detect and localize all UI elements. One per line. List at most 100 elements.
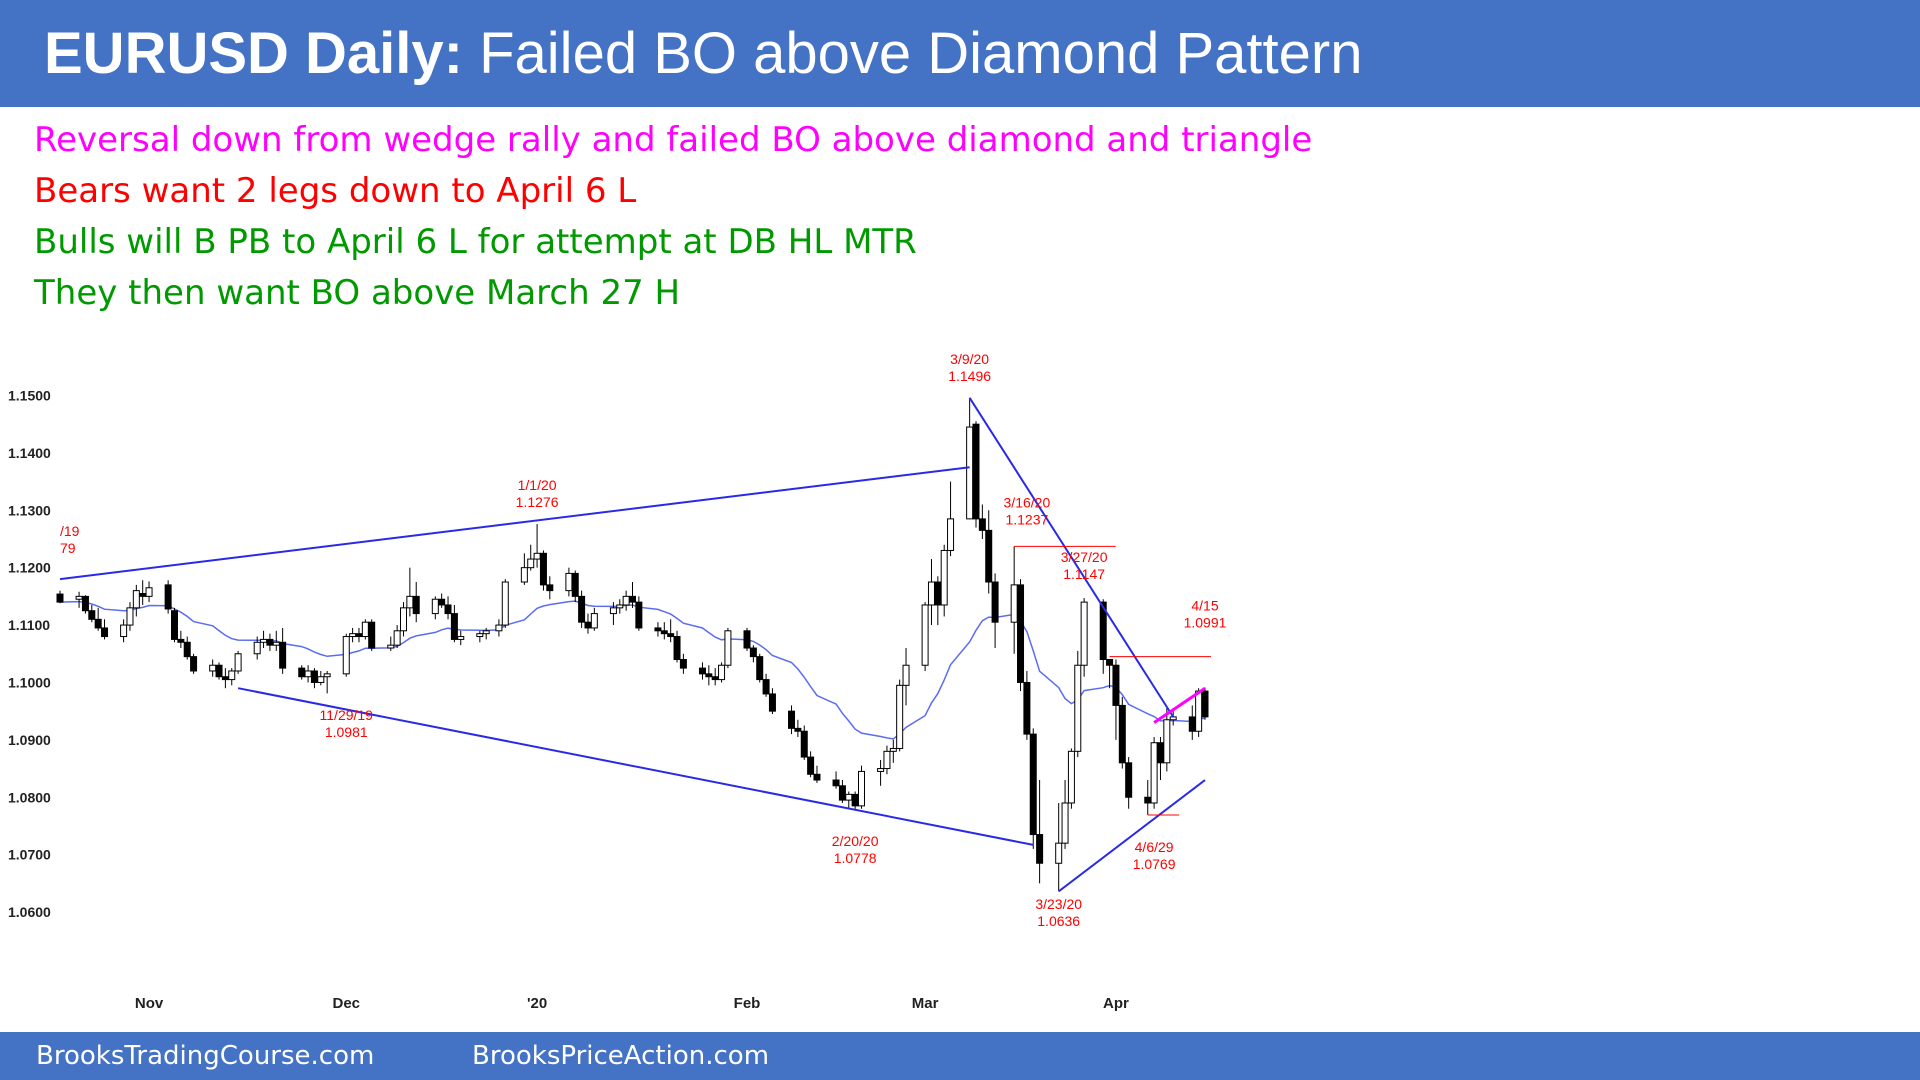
candle-body — [947, 518, 955, 551]
lower-diamond-line — [237, 687, 1034, 846]
candle — [889, 739, 897, 763]
candle-body — [756, 656, 764, 681]
brooks-trading-course-link[interactable]: BrooksTradingCourse.com — [36, 1041, 375, 1071]
candle-body — [215, 664, 223, 678]
y-tick-label: 1.0800 — [8, 789, 51, 805]
candle-body — [88, 610, 96, 620]
candle — [539, 550, 547, 591]
candle — [1106, 659, 1114, 689]
candle-body — [660, 630, 668, 635]
candle-body — [788, 710, 796, 729]
candle — [361, 619, 369, 640]
candle — [234, 650, 242, 674]
candle-body — [1080, 601, 1088, 666]
candle — [457, 630, 465, 646]
candle-body — [749, 647, 757, 658]
candle — [183, 636, 191, 660]
nov-29-label: 11/29/19 — [320, 707, 374, 723]
brooks-price-action-link[interactable]: BrooksPriceAction.com — [472, 1041, 770, 1071]
candle — [851, 791, 859, 810]
candle — [660, 622, 668, 640]
candle — [762, 673, 770, 697]
candle-body — [667, 633, 675, 638]
candle — [171, 607, 178, 643]
candle-body — [527, 558, 535, 569]
candle — [75, 591, 83, 608]
candle-body — [584, 621, 592, 629]
candle — [940, 544, 948, 617]
candle — [1023, 670, 1031, 740]
candle — [209, 659, 217, 677]
candle-body — [1118, 704, 1126, 764]
candle — [406, 567, 414, 617]
candle — [832, 771, 840, 789]
candle-body — [1061, 802, 1069, 844]
candle-body — [310, 670, 318, 683]
candle — [800, 725, 808, 760]
candle-body — [1150, 742, 1158, 804]
x-tick-label: Mar — [912, 995, 939, 1012]
candle-body — [501, 581, 509, 626]
candle-body — [1067, 750, 1075, 804]
candle — [56, 590, 64, 604]
candle — [1118, 696, 1126, 769]
candle — [412, 582, 420, 623]
candle-body — [1169, 716, 1177, 721]
candle — [1029, 728, 1037, 849]
candle-body — [985, 529, 993, 583]
candle-body — [832, 779, 840, 787]
candle — [323, 670, 331, 694]
candle — [921, 602, 929, 671]
candle-body — [622, 595, 630, 606]
candle — [1150, 736, 1158, 809]
candle — [788, 705, 796, 735]
candle — [501, 579, 509, 628]
candle-body — [590, 613, 598, 629]
candle-body — [279, 641, 287, 669]
mar-16-label: 3/16/20 — [1004, 494, 1051, 510]
candle — [883, 745, 891, 775]
candle-body — [940, 549, 948, 606]
candle — [749, 645, 757, 663]
bull-trendline — [1058, 779, 1206, 893]
candle — [991, 573, 999, 649]
x-axis: Nov Dec '20 Feb Mar Apr — [135, 995, 1129, 1012]
candle-body — [1188, 716, 1196, 732]
candle — [495, 619, 503, 637]
candle-body — [813, 773, 821, 781]
candle — [698, 662, 706, 680]
candle — [838, 780, 846, 803]
candle-body — [355, 633, 363, 638]
candle — [667, 619, 675, 643]
candle — [902, 648, 910, 706]
candle-body — [1125, 762, 1133, 798]
candle-body — [209, 664, 217, 672]
jan-1-label: 1/1/20 — [518, 477, 557, 493]
candle-body — [1201, 690, 1209, 718]
candle-body — [120, 624, 128, 638]
candle-body — [578, 595, 586, 623]
candle-body — [1074, 664, 1082, 752]
candle — [724, 627, 732, 669]
candle — [896, 679, 904, 752]
candle-body — [476, 633, 484, 638]
candle — [482, 627, 490, 640]
x-tick-label: '20 — [527, 995, 547, 1012]
candle-body — [571, 572, 579, 597]
candle — [527, 544, 535, 571]
candle-body — [1010, 584, 1018, 623]
candle-body — [927, 581, 935, 606]
candle-body — [272, 641, 280, 646]
candle-body — [991, 581, 999, 623]
price-chart: 1.1500 1.1400 1.1300 1.1200 1.1100 1.1000 1.09… — [8, 351, 1227, 1012]
candle — [279, 627, 287, 674]
candle — [711, 668, 719, 686]
candle — [629, 582, 636, 608]
title-banner: EURUSD Daily: Failed BO above Diamond Pa… — [0, 0, 1920, 107]
wedge-line — [1153, 686, 1206, 724]
candle — [438, 593, 446, 608]
y-axis: 1.1500 1.1400 1.1300 1.1200 1.1100 1.1000 1.09… — [8, 387, 51, 920]
candle — [635, 596, 643, 631]
candle — [298, 665, 306, 680]
candle-body — [183, 641, 191, 658]
